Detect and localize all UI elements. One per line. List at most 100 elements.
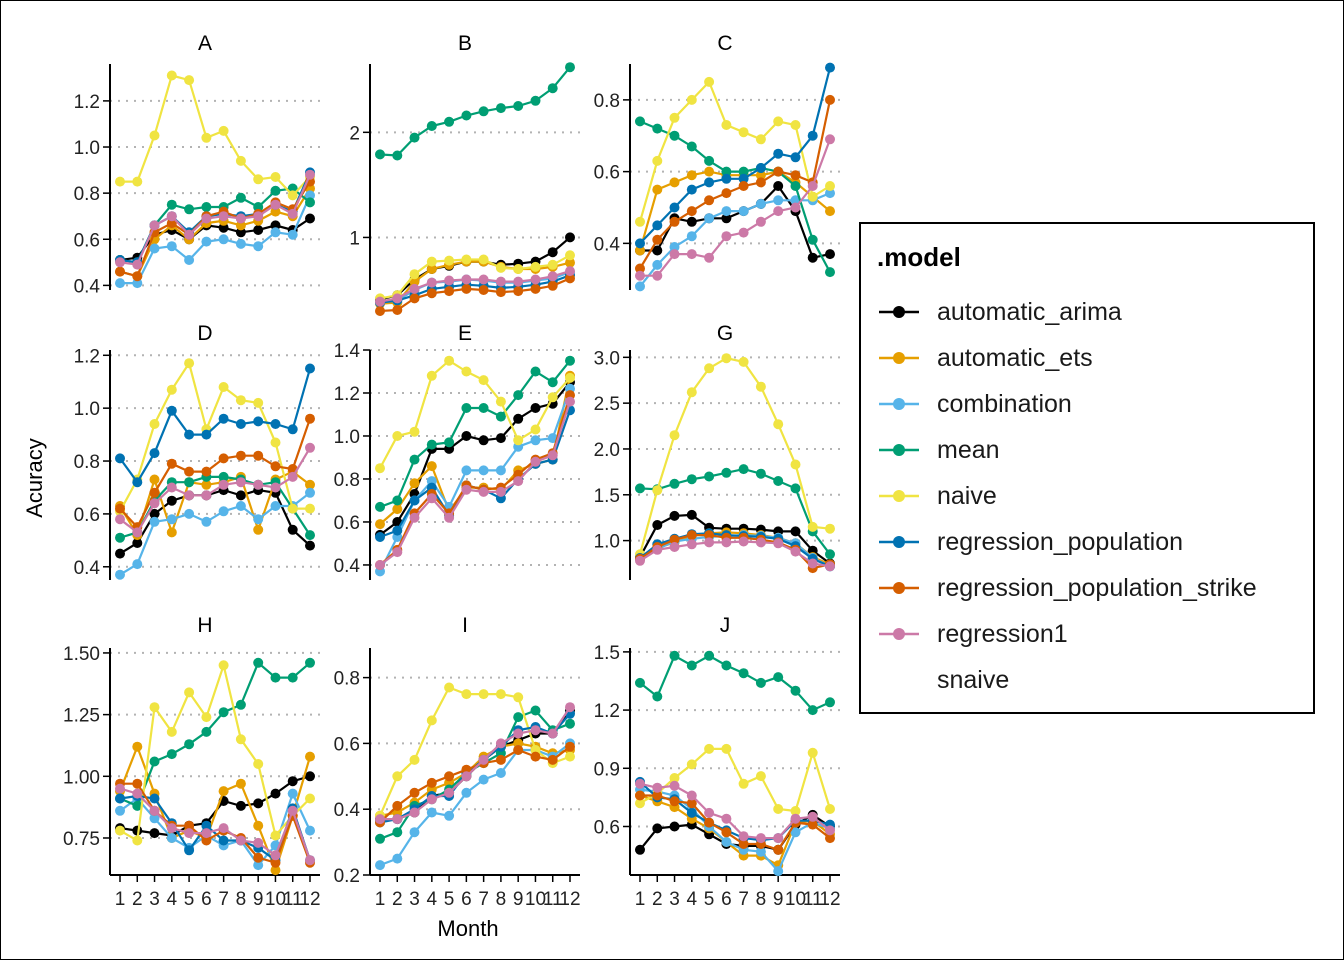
y-tick-label: 1.5 bbox=[594, 486, 620, 507]
data-point-mean bbox=[461, 110, 472, 121]
data-point-automatic_arima bbox=[270, 788, 281, 799]
data-point-mean bbox=[495, 411, 506, 422]
data-point-regression1 bbox=[773, 206, 784, 217]
data-point-naive bbox=[184, 75, 195, 86]
data-point-regression1 bbox=[287, 471, 298, 482]
data-point-combination bbox=[166, 833, 177, 843]
data-point-regression_population bbox=[115, 453, 125, 464]
facet-title: H bbox=[197, 614, 212, 637]
data-point-regression_population_strike bbox=[635, 263, 645, 274]
x-tick-label: 10 bbox=[785, 889, 806, 910]
data-point-mean bbox=[652, 691, 663, 702]
data-point-regression1 bbox=[790, 202, 801, 213]
data-point-mean bbox=[721, 467, 732, 478]
legend-key-point bbox=[893, 582, 905, 594]
data-point-mean bbox=[184, 477, 195, 488]
data-point-mean bbox=[426, 439, 437, 450]
x-tick-label: 5 bbox=[444, 889, 455, 910]
data-point-mean bbox=[392, 150, 403, 161]
x-tick-label: 4 bbox=[167, 889, 178, 910]
legend-label: regression_population_strike bbox=[937, 574, 1257, 602]
facet-title: G bbox=[717, 322, 733, 345]
x-tick-label: 11 bbox=[543, 889, 563, 910]
facet-title: I bbox=[462, 614, 468, 637]
data-point-mean bbox=[721, 660, 732, 671]
data-point-naive bbox=[235, 155, 246, 166]
y-tick-label: 0.6 bbox=[334, 513, 360, 534]
x-tick-label: 7 bbox=[738, 889, 749, 910]
data-point-combination bbox=[149, 243, 160, 254]
data-point-regression1 bbox=[444, 512, 455, 523]
facet-title: C bbox=[717, 32, 732, 55]
data-point-mean bbox=[184, 739, 195, 750]
data-point-naive bbox=[270, 830, 281, 841]
data-point-mean bbox=[686, 474, 697, 485]
data-point-automatic_ets bbox=[270, 206, 281, 217]
data-point-regression_population_strike bbox=[704, 530, 715, 541]
data-point-naive bbox=[426, 715, 437, 726]
data-point-regression1 bbox=[495, 738, 506, 749]
data-point-naive bbox=[184, 358, 195, 369]
y-tick-label: 0.4 bbox=[594, 234, 621, 255]
legend-item-automatic_arima: automatic_arima bbox=[861, 292, 1311, 332]
data-point-regression1 bbox=[444, 787, 455, 798]
legend-key-point bbox=[893, 490, 905, 502]
data-point-regression1 bbox=[773, 833, 784, 844]
data-point-naive bbox=[513, 435, 524, 446]
data-point-naive bbox=[201, 132, 212, 143]
x-tick-label: 12 bbox=[299, 889, 320, 910]
data-point-automatic_ets bbox=[218, 786, 229, 797]
data-point-regression1 bbox=[495, 276, 506, 287]
y-tick-label: 0.8 bbox=[334, 669, 360, 690]
data-point-regression1 bbox=[409, 512, 420, 523]
data-point-automatic_arima bbox=[495, 433, 506, 444]
data-point-regression_population_strike bbox=[444, 286, 455, 297]
data-point-regression_population_strike bbox=[547, 280, 558, 291]
legend: .model automatic_arima automatic_ets combi… bbox=[859, 222, 1315, 714]
y-tick-label: 0.6 bbox=[594, 817, 620, 838]
data-point-regression_population_strike bbox=[686, 798, 697, 809]
data-point-regression1 bbox=[807, 181, 818, 191]
legend-item-regression_population: regression_population bbox=[861, 522, 1311, 562]
data-point-naive bbox=[305, 503, 315, 514]
data-point-mean bbox=[704, 471, 715, 482]
y-tick-label: 3.0 bbox=[594, 348, 620, 369]
data-point-regression1 bbox=[444, 275, 455, 286]
data-point-naive bbox=[235, 395, 246, 406]
x-tick-label: 7 bbox=[218, 889, 229, 910]
data-point-naive bbox=[704, 743, 715, 754]
data-point-regression_population_strike bbox=[392, 800, 403, 811]
data-point-naive bbox=[132, 835, 143, 846]
data-point-mean bbox=[547, 377, 558, 388]
data-point-mean bbox=[669, 650, 680, 661]
y-tick-label: 1.25 bbox=[63, 706, 100, 727]
data-point-automatic_ets bbox=[235, 220, 246, 231]
data-point-regression_population_strike bbox=[530, 751, 541, 762]
data-point-regression1 bbox=[635, 270, 645, 281]
data-point-regression_population bbox=[184, 845, 195, 856]
facet-title: B bbox=[458, 32, 472, 55]
data-point-combination bbox=[652, 259, 663, 270]
data-point-naive bbox=[669, 430, 680, 441]
data-point-automatic_arima bbox=[513, 413, 524, 424]
data-point-combination bbox=[721, 837, 732, 847]
data-point-mean bbox=[513, 712, 524, 723]
data-point-combination bbox=[149, 516, 160, 527]
data-point-regression_population_strike bbox=[166, 458, 177, 469]
data-point-combination bbox=[478, 774, 489, 785]
x-tick-label: 5 bbox=[184, 889, 195, 910]
data-point-combination bbox=[201, 236, 212, 247]
data-point-naive bbox=[773, 804, 784, 814]
legend-title: .model bbox=[877, 242, 961, 272]
data-point-mean bbox=[409, 132, 420, 143]
data-point-regression1 bbox=[635, 555, 645, 566]
data-point-automatic_arima bbox=[287, 776, 298, 787]
legend-item-snaive: snaive bbox=[861, 660, 1311, 700]
data-point-regression_population_strike bbox=[635, 790, 645, 801]
data-point-regression1 bbox=[305, 169, 315, 180]
data-point-regression1 bbox=[738, 227, 749, 238]
data-point-naive bbox=[478, 375, 489, 386]
data-point-automatic_arima bbox=[149, 508, 160, 519]
data-point-regression1 bbox=[825, 134, 835, 145]
